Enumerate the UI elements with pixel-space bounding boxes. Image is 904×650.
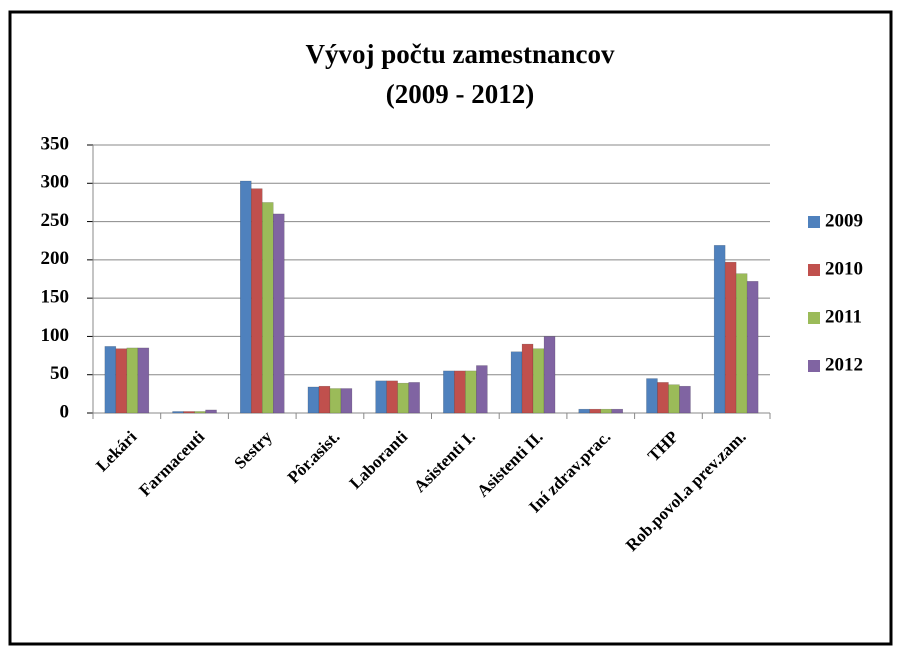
legend-label: 2010 bbox=[825, 258, 863, 279]
legend-label: 2012 bbox=[825, 354, 863, 375]
y-tick-label: 350 bbox=[41, 133, 70, 154]
legend-swatch bbox=[808, 360, 820, 372]
y-tick-label: 100 bbox=[41, 325, 70, 346]
bar bbox=[273, 213, 285, 414]
bar bbox=[543, 336, 556, 414]
bar bbox=[240, 180, 252, 414]
bar bbox=[104, 346, 117, 414]
bar bbox=[600, 408, 612, 414]
chart-title: Vývoj počtu zamestnancov bbox=[306, 39, 615, 69]
bar bbox=[611, 408, 623, 414]
bar bbox=[183, 411, 195, 414]
bar bbox=[443, 370, 455, 414]
bar bbox=[746, 281, 759, 414]
legend-label: 2009 bbox=[825, 210, 863, 231]
chart-subtitle: (2009 - 2012) bbox=[386, 79, 534, 109]
bar bbox=[589, 408, 601, 414]
y-tick-label: 50 bbox=[50, 363, 69, 384]
bar bbox=[578, 408, 590, 414]
bar bbox=[307, 386, 320, 414]
y-tick-label: 250 bbox=[41, 210, 70, 231]
bar bbox=[329, 388, 342, 414]
bar bbox=[668, 384, 680, 414]
bar bbox=[397, 382, 409, 414]
bar bbox=[735, 273, 748, 414]
bar bbox=[521, 343, 534, 414]
bar bbox=[126, 347, 139, 414]
legend-label: 2011 bbox=[825, 306, 862, 327]
legend-swatch bbox=[808, 264, 820, 276]
y-tick-label: 0 bbox=[60, 401, 70, 422]
bar bbox=[205, 409, 217, 414]
bar bbox=[679, 385, 691, 414]
bar bbox=[137, 347, 150, 414]
bar bbox=[657, 382, 669, 414]
bar bbox=[386, 380, 398, 414]
bar bbox=[465, 370, 477, 414]
bar bbox=[375, 380, 387, 414]
bar bbox=[476, 365, 488, 414]
bar bbox=[262, 202, 274, 414]
bar bbox=[340, 388, 353, 414]
bar bbox=[510, 351, 523, 414]
bar bbox=[532, 348, 545, 414]
bar bbox=[713, 245, 726, 414]
y-tick-label: 150 bbox=[41, 287, 70, 308]
bar bbox=[646, 378, 658, 414]
bar bbox=[724, 261, 737, 414]
legend-swatch bbox=[808, 312, 820, 324]
bar bbox=[194, 411, 206, 414]
bar bbox=[454, 370, 466, 414]
bar bbox=[318, 385, 331, 414]
bar bbox=[172, 411, 184, 414]
legend-swatch bbox=[808, 216, 820, 228]
y-tick-label: 200 bbox=[41, 248, 70, 269]
y-tick-label: 300 bbox=[41, 172, 70, 193]
bar bbox=[251, 188, 263, 414]
bar bbox=[408, 382, 420, 414]
bar bbox=[115, 348, 128, 414]
